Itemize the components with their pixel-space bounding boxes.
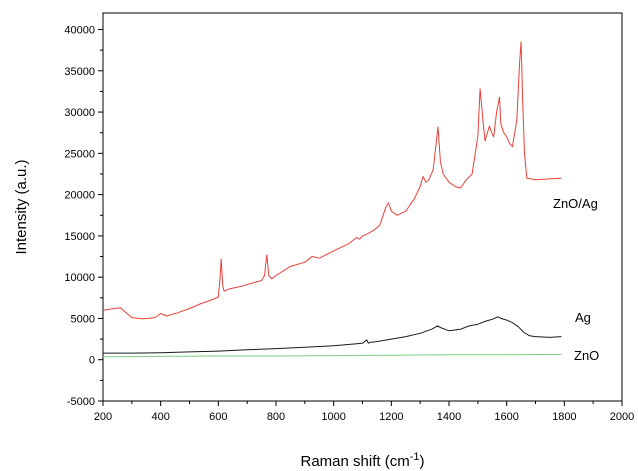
series-layer [102, 41, 562, 358]
y-tick-label: 40000 [64, 25, 95, 37]
x-tick-label: 1200 [379, 411, 403, 423]
x-tick-label: 200 [94, 411, 112, 423]
y-axis-title: Intensity (a.u.) [13, 159, 30, 254]
x-axis-title-superscript: -1 [410, 451, 420, 463]
y-tick-label: 30000 [64, 107, 95, 119]
labels-layer: 200 400 600 800 1000 1200 1400 1600 1800 2000 -500… [13, 25, 634, 470]
x-tick-label: 400 [151, 411, 169, 423]
series-line-zno [102, 353, 562, 358]
series-label-zno: ZnO [574, 348, 599, 363]
x-tick-label: 600 [209, 411, 227, 423]
y-tick-label: 10000 [64, 272, 95, 284]
y-tick-label: 35000 [64, 66, 95, 78]
series-label-ag: Ag [575, 310, 591, 325]
y-tick-label: 0 [89, 355, 95, 367]
series-line-zno-ag [102, 41, 562, 320]
x-tick-label: 2000 [610, 411, 634, 423]
x-axis-title-text: Raman shift (cm [301, 453, 410, 470]
y-tick-label: 20000 [64, 190, 95, 202]
series-label-zno-ag: ZnO/Ag [553, 196, 598, 211]
x-tick-label: 1000 [321, 411, 345, 423]
x-tick-label: 1600 [494, 411, 518, 423]
y-tick-label: 5000 [71, 313, 95, 325]
x-tick-label: 1800 [552, 411, 576, 423]
y-tick-label: 25000 [64, 148, 95, 160]
series-line-ag [103, 316, 562, 354]
y-tick-label: 15000 [64, 231, 95, 243]
x-tick-label: 1400 [437, 411, 461, 423]
x-tick-label: 800 [267, 411, 285, 423]
x-axis-title: Raman shift (cm-1) [301, 451, 425, 470]
ticks-layer [98, 29, 623, 406]
y-tick-label: -5000 [67, 396, 95, 408]
x-axis-title-close: ) [419, 453, 424, 470]
